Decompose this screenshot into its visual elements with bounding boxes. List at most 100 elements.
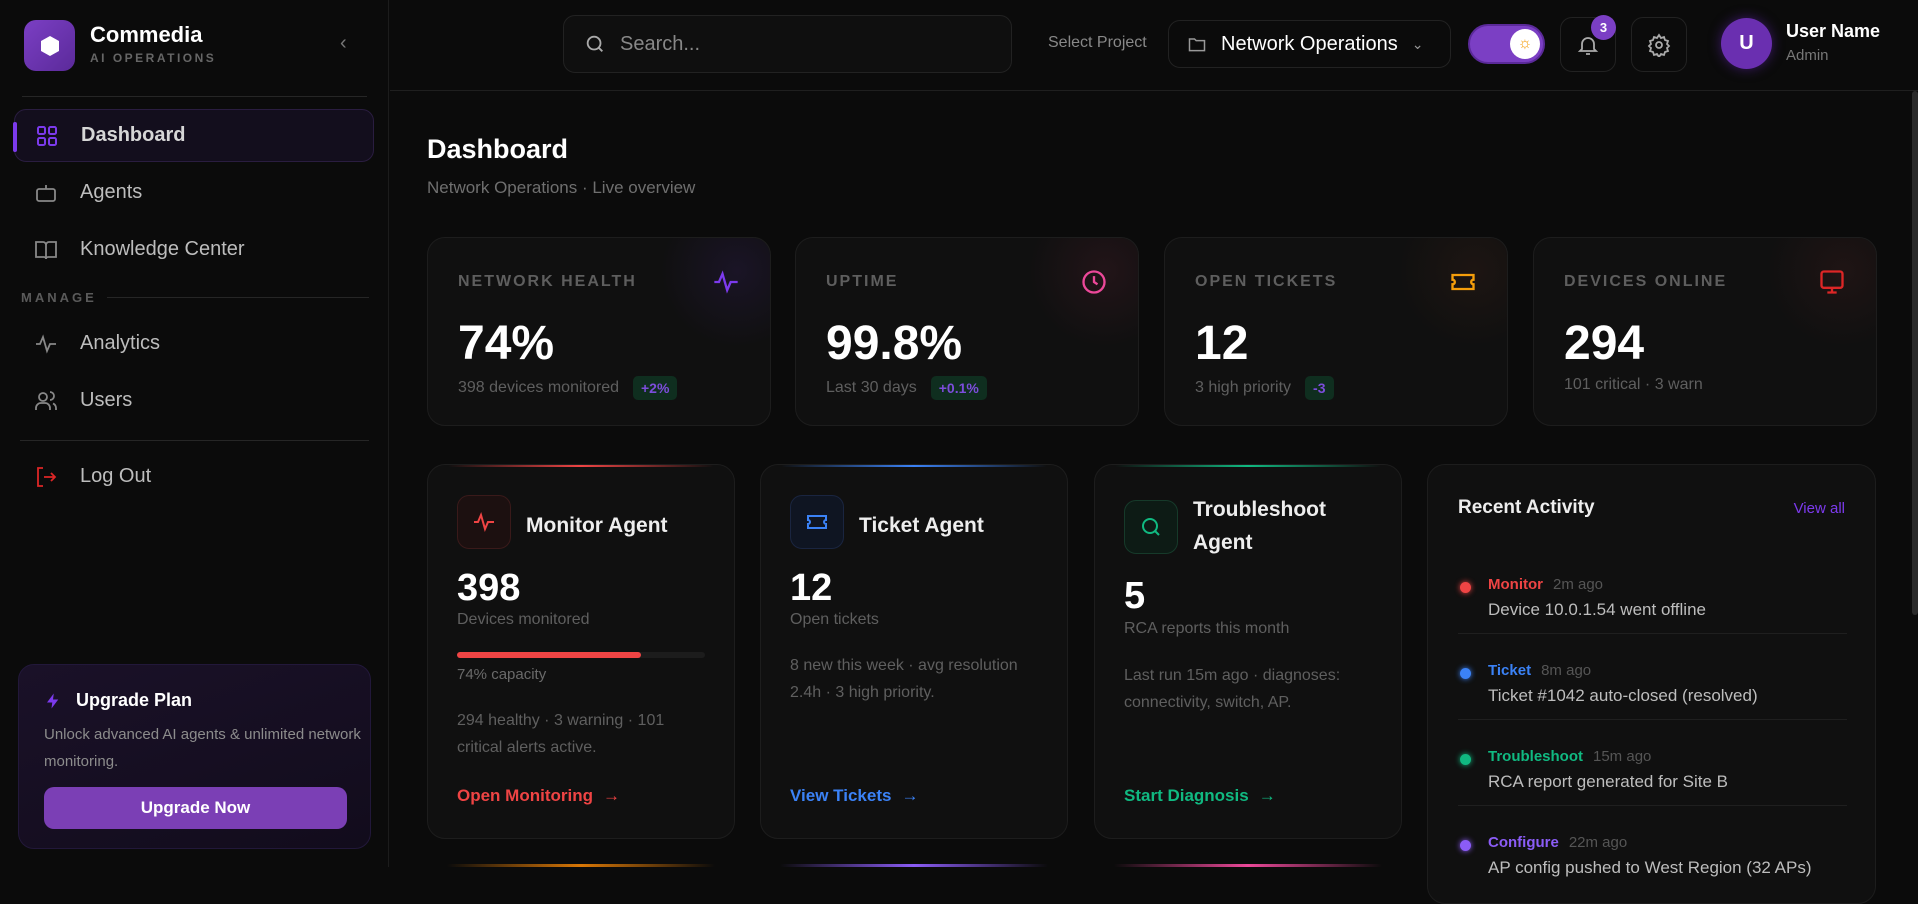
sidebar-item-label: Knowledge Center <box>80 238 245 260</box>
sidebar-item-knowledge-center[interactable]: Knowledge Center <box>14 223 374 276</box>
gear-icon <box>1647 32 1671 57</box>
stat-value: 12 <box>1195 317 1249 370</box>
link-label: View Tickets <box>790 786 892 805</box>
ticket-agent-card: Ticket Agent 12 Open tickets 8 new this … <box>760 464 1068 839</box>
change-badge: +0.1% <box>930 376 987 400</box>
upgrade-title: Upgrade Plan <box>76 690 193 710</box>
stat-card-devices-online: DEVICES ONLINE 294 101 critical · 3 warn <box>1533 237 1877 426</box>
activity-icon <box>474 512 494 532</box>
sidebar-item-analytics[interactable]: Analytics <box>14 317 374 370</box>
divider <box>20 440 369 441</box>
activity-tag: Ticket <box>1488 662 1532 679</box>
agent-value-label: Devices monitored <box>457 611 590 628</box>
upgrade-now-button[interactable]: Upgrade Now <box>44 787 347 829</box>
logout-button[interactable]: Log Out <box>14 450 374 503</box>
stat-value: 294 <box>1564 317 1645 370</box>
view-tickets-link[interactable]: View Tickets → <box>790 786 918 806</box>
card-accent <box>1114 864 1382 867</box>
settings-button[interactable] <box>1631 17 1687 72</box>
panel-title: Recent Activity <box>1458 497 1595 518</box>
notification-badge: 3 <box>1591 15 1616 40</box>
stat-sub: Last 30 days <box>826 379 917 396</box>
activity-description: RCA report generated for Site B <box>1488 772 1729 791</box>
divider <box>1458 805 1847 806</box>
link-label: Start Diagnosis <box>1124 786 1249 805</box>
user-role: Admin <box>1786 47 1829 64</box>
activity-item[interactable]: Troubleshoot 15m ago RCA report generated… <box>1458 748 1847 820</box>
activity-item[interactable]: Monitor 2m ago Device 10.0.1.54 went offl… <box>1458 576 1847 648</box>
arrow-right-icon: → <box>1258 786 1276 805</box>
change-badge: +2% <box>632 376 678 400</box>
search-input[interactable]: Search... <box>563 15 1012 73</box>
activity-description: AP config pushed to West Region (32 APs) <box>1488 858 1812 877</box>
activity-time: 2m ago <box>1552 576 1604 593</box>
ticket-icon <box>1451 273 1475 291</box>
agent-value-label: Open tickets <box>790 611 879 628</box>
sidebar-item-label: Dashboard <box>81 124 186 146</box>
start-diagnosis-link[interactable]: Start Diagnosis → <box>1124 786 1276 806</box>
sun-icon: ☼ <box>1517 35 1533 52</box>
logout-label: Log Out <box>80 465 152 487</box>
project-dropdown[interactable]: Network Operations ⌄ <box>1168 20 1451 68</box>
sidebar-item-users[interactable]: Users <box>14 374 374 427</box>
notifications-button[interactable] <box>1560 17 1616 72</box>
chevron-down-icon: ⌄ <box>1411 35 1424 52</box>
agent-value: 5 <box>1124 575 1146 617</box>
link-label: Open Monitoring <box>457 786 593 805</box>
open-monitoring-link[interactable]: Open Monitoring → <box>457 786 620 806</box>
book-icon <box>35 240 57 259</box>
activity-tag: Configure <box>1488 834 1559 851</box>
bell-icon <box>1577 36 1599 55</box>
sidebar-item-dashboard[interactable]: Dashboard <box>13 109 374 162</box>
agent-value: 12 <box>790 567 833 609</box>
activity-item[interactable]: Ticket 8m ago Ticket #1042 auto-closed (r… <box>1458 662 1847 734</box>
activity-item[interactable]: Configure 22m ago AP config pushed to Wes… <box>1458 834 1847 903</box>
lightning-icon <box>47 693 59 708</box>
theme-toggle[interactable]: ☼ <box>1468 24 1545 64</box>
monitor-agent-card: Monitor Agent 398 Devices monitored 74% … <box>427 464 735 839</box>
status-dot <box>1460 582 1471 593</box>
bot-icon <box>36 184 56 202</box>
scrollbar[interactable] <box>1912 91 1918 615</box>
hexagon-icon <box>40 35 59 56</box>
card-accent <box>780 864 1048 867</box>
activity-description: Device 10.0.1.54 went offline <box>1488 600 1706 619</box>
stat-sub: 3 high priority <box>1195 379 1292 396</box>
stat-label: OPEN TICKETS <box>1195 273 1338 290</box>
agent-title: Monitor Agent <box>526 514 668 537</box>
section-label: MANAGE <box>21 290 97 305</box>
brand-subtitle: AI OPERATIONS <box>90 51 217 65</box>
activity-time: 15m ago <box>1593 748 1652 765</box>
divider <box>1458 633 1847 634</box>
collapse-sidebar-icon[interactable]: ‹ <box>340 32 347 54</box>
view-all-link[interactable]: View all <box>1793 500 1845 517</box>
avatar[interactable]: U <box>1721 18 1772 69</box>
clock-icon <box>1082 270 1106 294</box>
stat-value: 74% <box>458 317 555 370</box>
stat-value: 99.8% <box>826 317 963 370</box>
folder-icon <box>1188 38 1206 52</box>
monitor-icon <box>1820 270 1844 294</box>
users-icon <box>35 390 57 410</box>
status-dot <box>1460 840 1471 851</box>
stat-sub: 101 critical · 3 warn <box>1564 376 1703 393</box>
sidebar: Commedia AI OPERATIONS ‹ Dashboard Agent… <box>0 0 389 867</box>
stat-card-uptime: UPTIME 99.8% Last 30 days +0.1% <box>795 237 1139 426</box>
divider <box>107 297 369 298</box>
card-accent <box>447 864 715 867</box>
status-dot <box>1460 668 1471 679</box>
stat-sub: 398 devices monitored <box>458 379 619 396</box>
agent-title: Ticket Agent <box>859 514 984 537</box>
stat-card-network-health: NETWORK HEALTH 74% 398 devices monitored… <box>427 237 771 426</box>
activity-tag: Troubleshoot <box>1488 748 1583 765</box>
project-name: Network Operations <box>1221 32 1398 55</box>
page-title: Dashboard <box>427 134 569 164</box>
brand-name: Commedia <box>90 22 203 47</box>
sidebar-item-agents[interactable]: Agents <box>14 166 374 219</box>
user-name: User Name <box>1786 21 1881 41</box>
sidebar-item-label: Analytics <box>80 332 161 354</box>
recent-activity-panel: Recent Activity View all Monitor 2m ago D… <box>1427 464 1876 904</box>
agent-title: Troubleshoot Agent <box>1193 498 1326 554</box>
select-project-label: Select Project <box>1048 34 1147 51</box>
arrow-right-icon: → <box>602 786 620 805</box>
